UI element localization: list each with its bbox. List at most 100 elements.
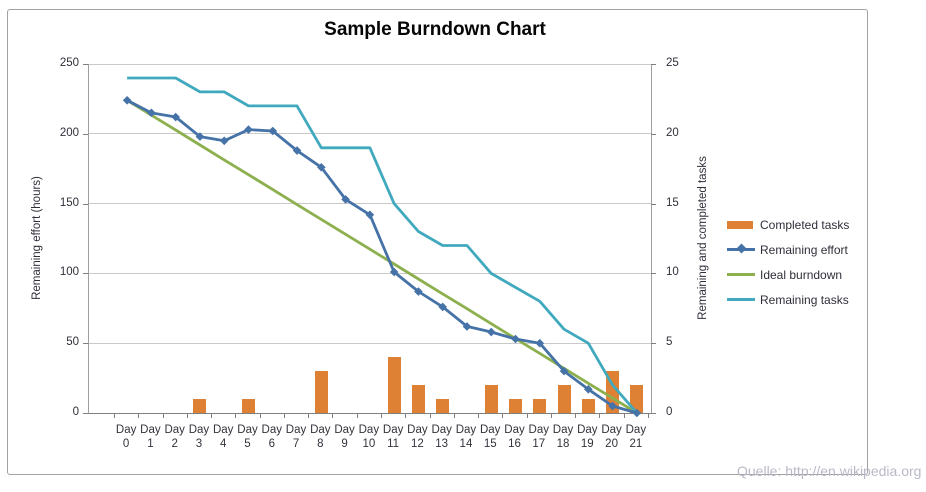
legend-item: Ideal burndown	[727, 262, 849, 287]
right-axis-tick	[651, 343, 656, 345]
gridline	[89, 133, 651, 135]
remaining-effort-marker	[608, 401, 617, 411]
completed-tasks-bar	[484, 385, 498, 413]
legend-item: Remaining tasks	[727, 287, 849, 312]
left-axis-tick-label: 250	[59, 57, 79, 69]
right-axis-tick	[651, 64, 656, 65]
right-axis-tick-label: 25	[666, 57, 679, 69]
x-axis-label: Day 4	[212, 424, 234, 450]
x-axis-label: Day 12	[407, 424, 428, 450]
left-axis-tick	[83, 133, 88, 135]
completed-tasks-bar	[557, 385, 571, 413]
left-axis-tick-label: 150	[59, 196, 79, 209]
right-axis-tick	[651, 413, 656, 414]
gridline	[89, 203, 651, 205]
x-axis-tick	[599, 414, 601, 418]
remaining-effort-marker	[414, 287, 423, 296]
legend-swatch-line	[727, 273, 757, 276]
remaining-effort-marker	[171, 112, 180, 122]
x-axis-label: Day 16	[504, 424, 525, 450]
x-axis-label: Day 14	[455, 424, 477, 450]
left-axis-tick	[83, 203, 88, 205]
left-axis-tick-label: 0	[72, 406, 79, 418]
remaining-effort-marker	[438, 302, 447, 312]
left-axis-tick-label: 200	[59, 126, 79, 139]
ideal-burndown-line	[126, 99, 638, 415]
remaining-effort-marker	[244, 125, 253, 134]
x-axis-tick	[478, 414, 480, 418]
x-axis-label: Day 17	[528, 424, 549, 450]
x-axis-label: Day 9	[334, 424, 355, 450]
completed-tasks-bar	[387, 357, 401, 413]
remaining-effort-marker	[292, 146, 302, 155]
x-axis-tick	[332, 414, 334, 418]
x-axis-tick	[381, 414, 382, 418]
legend-label: Completed tasks	[760, 217, 850, 232]
legend-label: Remaining tasks	[760, 292, 849, 307]
x-axis-tick	[162, 414, 164, 418]
series-lines	[122, 76, 642, 418]
x-axis-label: Day 10	[358, 424, 380, 450]
left-axis-tick-label: 100	[59, 266, 79, 279]
remaining-effort-marker	[535, 338, 545, 348]
completed-tasks-bar	[509, 399, 522, 413]
right-axis-tick-label: 20	[666, 126, 679, 139]
gridline	[89, 342, 651, 344]
completed-tasks-bar	[533, 399, 547, 413]
x-axis-tick	[526, 414, 528, 418]
completed-tasks-bar	[314, 371, 328, 413]
x-axis-label: Day 11	[382, 424, 404, 450]
plot-area	[88, 63, 652, 418]
x-axis-tick	[550, 414, 552, 418]
x-axis-tick	[623, 414, 625, 418]
remaining-effort-marker	[219, 136, 229, 146]
right-axis-tick	[651, 203, 656, 205]
gridline	[89, 63, 651, 65]
x-axis-tick	[283, 414, 285, 418]
chart-title: Sample Burndown Chart	[324, 19, 546, 40]
remaining-effort-marker	[365, 210, 375, 220]
legend-label: Remaining effort	[760, 242, 848, 257]
left-axis-tick	[83, 413, 88, 414]
right-axis-tick-label: 10	[666, 266, 679, 279]
completed-tasks-bar	[242, 399, 255, 413]
x-axis-label: Day 6	[261, 424, 282, 450]
legend-label: Ideal burndown	[760, 267, 843, 282]
x-axis-label: Day 2	[164, 424, 185, 450]
right-axis-tick	[651, 133, 656, 135]
remaining-effort-marker	[341, 195, 350, 204]
x-axis-tick	[138, 414, 140, 418]
left-axis-title: Remaining effort (hours)	[31, 176, 43, 300]
x-axis-label: Day 15	[479, 424, 501, 450]
completed-tasks-bar	[193, 399, 207, 413]
completed-tasks-bar	[630, 385, 644, 413]
x-axis-tick	[211, 414, 213, 418]
x-axis-tick	[429, 414, 431, 418]
remaining-tasks-line	[127, 76, 638, 414]
x-axis-label: Day 0	[115, 424, 137, 450]
remaining-effort-marker	[486, 327, 496, 337]
remaining-effort-marker	[122, 95, 132, 105]
legend-swatch-bar	[727, 220, 757, 229]
x-axis-tick	[502, 414, 504, 418]
left-axis-tick	[83, 64, 88, 65]
x-axis-label: Day 18	[552, 424, 574, 450]
x-axis-tick	[186, 414, 188, 418]
x-axis-tick	[575, 414, 577, 418]
legend-swatch-line	[727, 298, 757, 301]
x-axis-label: Day 1	[140, 424, 161, 450]
legend-swatch-line-diamond	[727, 243, 757, 254]
completed-tasks-bar	[411, 385, 425, 413]
right-axis-tick-label: 0	[666, 406, 673, 418]
x-axis-label: Day 8	[310, 424, 331, 450]
x-axis-tick	[259, 414, 261, 418]
right-axis-tick-label: 15	[666, 196, 679, 209]
gridline	[89, 272, 651, 274]
x-axis-label: Day 3	[188, 424, 210, 450]
legend: Completed tasks Remaining effort Ideal bur…	[727, 212, 849, 312]
left-axis-tick	[83, 343, 88, 345]
x-axis-tick	[453, 414, 455, 418]
x-axis-label: Day 5	[237, 424, 258, 450]
x-axis-label: Day 19	[577, 424, 598, 450]
